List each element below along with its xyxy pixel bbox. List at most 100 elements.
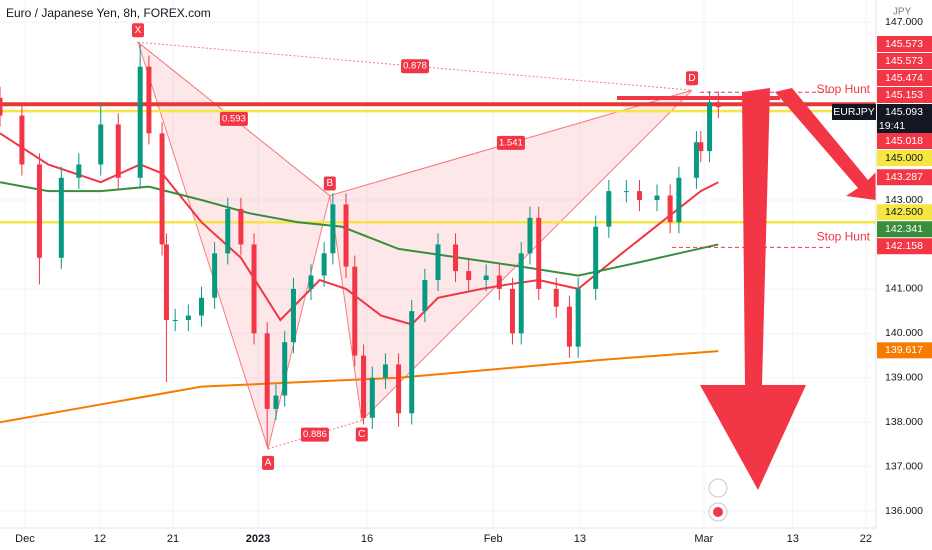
candle-body [466,271,472,280]
diagonal-arrow [775,88,880,200]
candle-body [623,191,629,193]
price-tag [877,53,932,69]
price-tag [877,238,932,255]
candle-body [453,244,459,272]
candle-body [606,191,612,227]
price-tag [877,150,932,166]
candle-body [496,275,502,289]
candle-body [593,226,599,289]
ratio-tag [219,111,248,126]
candle-body [707,102,713,152]
price-tag [877,342,932,359]
candle-body [636,191,642,200]
candle-body [58,177,64,258]
candle-body [308,275,314,289]
price-tag-label: 142.500 [885,206,923,218]
grid [0,0,876,528]
x-tick-label: Dec [15,533,35,545]
candle-body [19,115,25,165]
candle-body [435,244,441,280]
candle-body [76,164,82,178]
candle-body [566,306,572,347]
price-tag-label: 145.474 [885,72,923,84]
stop-hunt-label: Stop Hunt [817,230,871,244]
ratio-line [137,41,693,91]
candle-body [290,288,296,343]
y-tick-label: 139.000 [885,372,923,384]
ratio-tag [300,427,329,442]
candle-body [251,244,257,334]
candle-body [163,244,169,320]
candle-body [715,102,721,108]
pattern-point-label: B [326,178,333,189]
candle-body [159,133,165,245]
pattern-point-tag [686,71,699,86]
candle-body [0,97,3,116]
y-tick-label: 136.000 [885,505,923,517]
price-tag-time: 19:41 [879,120,905,132]
alert-icon[interactable] [708,478,728,498]
ratio-tag [401,59,430,74]
candle-body [282,342,288,396]
candle-body [369,377,375,418]
chart-title: Euro / Japanese Yen, 8h, FOREX.com [6,6,211,20]
x-tick-label: 13 [574,533,586,545]
stop-hunt-label: Stop Hunt [817,82,871,96]
candle-body [396,364,402,414]
price-tag-label: 145.000 [885,152,923,164]
price-tag [877,169,932,186]
y-tick-label: 138.000 [885,416,923,428]
candle-body [698,142,704,152]
price-tag-label: 145.018 [885,135,923,147]
ratio-label: 0.878 [403,61,427,72]
time-axis-bg [0,528,932,550]
candle-body [575,288,581,347]
x-tick-label: 2023 [246,533,270,545]
currency-label: JPY [893,7,912,18]
x-tick-label: 22 [860,533,872,545]
candle-body [330,204,336,254]
candle-body [264,333,270,409]
x-tick-label: 16 [361,533,373,545]
settings-icon-dot [713,507,723,517]
candle-body [382,364,388,378]
price-tag [877,104,932,134]
pattern-point-label: X [135,25,142,36]
symbol-tag [832,104,876,120]
pattern-point-tag [323,176,336,191]
candle-body [352,266,358,356]
down-arrow [700,88,806,490]
price-tag [877,133,932,149]
ratio-line [137,41,331,196]
candle-body [483,275,489,280]
price-tag [877,87,932,103]
pattern-point-tag [262,455,275,470]
candle-body [509,288,515,334]
pattern-point-tag [131,23,144,38]
candle-body [361,355,367,418]
pattern-point-tag [355,427,368,442]
symbol-label: EURJPY [833,106,874,118]
price-tag [877,204,932,221]
x-tick-label: Mar [694,533,713,545]
candle-body [518,253,524,334]
overlay: Stop Hunt Stop Hunt [617,82,880,522]
pattern-point-label: D [688,73,695,84]
moving-average [0,181,719,277]
candle-body [409,311,415,414]
price-tag-label: 139.617 [885,344,923,356]
price-tag-label: 145.573 [885,55,923,67]
x-tick-label: 13 [787,533,799,545]
candle-body [225,208,231,254]
moving-average [0,350,719,424]
candle-body [137,66,143,178]
y-tick-label: 143.000 [885,194,923,206]
candle-body [654,195,660,200]
plot: X A B C D 0.593 0.878 1.541 0.886 [0,23,876,470]
candle-body [321,253,327,276]
x-tick-label: 21 [167,533,179,545]
y-tick-label: 141.000 [885,283,923,295]
candle-body [536,217,542,289]
